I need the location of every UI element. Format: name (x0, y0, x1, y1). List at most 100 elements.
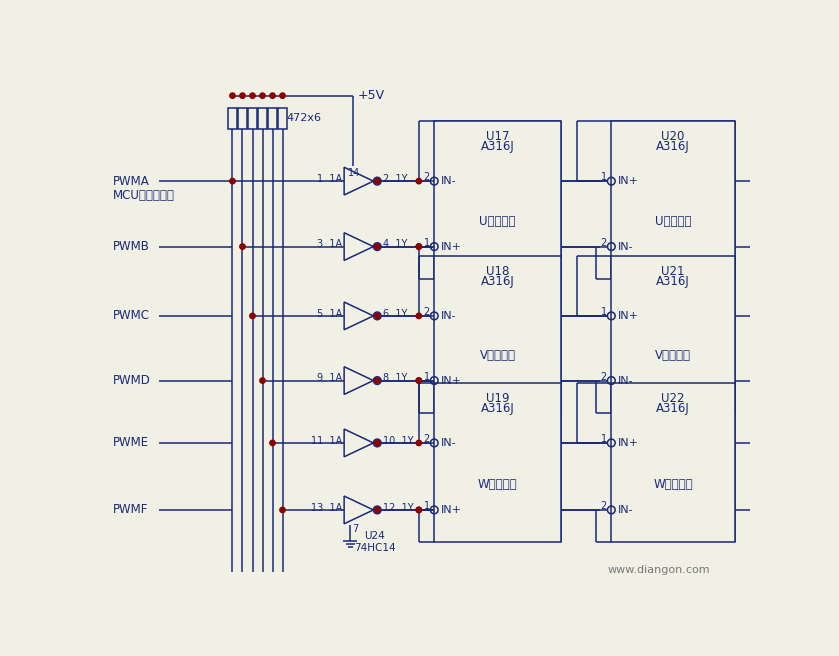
Text: IN+: IN+ (441, 505, 462, 515)
Circle shape (260, 93, 265, 98)
Bar (612, 383, 734, 543)
Text: 5  1A: 5 1A (317, 308, 342, 319)
Text: 10  1Y: 10 1Y (383, 436, 413, 445)
Text: 1: 1 (601, 434, 607, 444)
Circle shape (270, 440, 275, 445)
Text: 2: 2 (424, 434, 430, 444)
Bar (248, 108, 257, 129)
Circle shape (280, 507, 285, 512)
Bar (612, 256, 734, 413)
Text: A316J: A316J (656, 401, 690, 415)
Circle shape (416, 440, 421, 445)
Circle shape (416, 313, 421, 319)
Text: A316J: A316J (481, 140, 514, 153)
Text: +5V: +5V (357, 89, 384, 102)
Text: 1: 1 (424, 237, 430, 248)
Circle shape (270, 93, 275, 98)
Text: V上臂脉冲: V上臂脉冲 (480, 350, 516, 362)
Text: 1: 1 (424, 501, 430, 511)
Text: 12  1Y: 12 1Y (383, 502, 414, 512)
Bar (435, 256, 561, 413)
Circle shape (250, 313, 255, 319)
Circle shape (374, 244, 380, 249)
Circle shape (374, 313, 380, 319)
Text: 11  1A: 11 1A (311, 436, 342, 445)
Text: 9  1A: 9 1A (317, 373, 342, 383)
Text: 3  1A: 3 1A (317, 239, 342, 249)
Text: IN-: IN- (618, 241, 634, 252)
Circle shape (230, 178, 235, 184)
Text: U22: U22 (661, 392, 685, 405)
Text: U18: U18 (486, 265, 509, 277)
Text: IN+: IN+ (441, 241, 462, 252)
Text: U20: U20 (661, 130, 685, 143)
Text: U下臂脉冲: U下臂脉冲 (654, 215, 691, 228)
Text: IN+: IN+ (441, 375, 462, 386)
Circle shape (280, 93, 285, 98)
Text: 1  1A: 1 1A (317, 174, 342, 184)
Text: 4  1Y: 4 1Y (383, 239, 407, 249)
Text: 7: 7 (352, 524, 359, 534)
Text: A316J: A316J (656, 275, 690, 288)
Bar (612, 121, 734, 279)
Text: IN-: IN- (441, 311, 456, 321)
Circle shape (230, 93, 235, 98)
Bar (435, 121, 561, 279)
Text: 2: 2 (601, 501, 607, 511)
Text: 2: 2 (424, 173, 430, 182)
Bar (268, 108, 277, 129)
Text: IN+: IN+ (618, 176, 639, 186)
Circle shape (416, 507, 421, 512)
Text: 2  1Y: 2 1Y (383, 174, 407, 184)
Text: 1: 1 (601, 307, 607, 317)
Text: A316J: A316J (481, 401, 514, 415)
Circle shape (416, 244, 421, 249)
Text: IN-: IN- (441, 176, 456, 186)
Text: 14: 14 (348, 169, 360, 178)
Text: MCU输出六脉冲: MCU输出六脉冲 (113, 190, 175, 202)
Text: PWMF: PWMF (113, 503, 149, 516)
Text: A316J: A316J (481, 275, 514, 288)
Text: U19: U19 (486, 392, 509, 405)
Bar (238, 108, 247, 129)
Text: IN+: IN+ (618, 438, 639, 448)
Text: U上臂脉冲: U上臂脉冲 (480, 215, 516, 228)
Text: U24
74HC14: U24 74HC14 (354, 531, 396, 553)
Text: A316J: A316J (656, 140, 690, 153)
Text: 2: 2 (424, 307, 430, 317)
Text: IN-: IN- (618, 375, 634, 386)
Circle shape (416, 378, 421, 383)
Circle shape (416, 178, 421, 184)
Text: IN+: IN+ (618, 311, 639, 321)
Bar (279, 108, 287, 129)
Circle shape (374, 440, 380, 445)
Text: W下臂脉冲: W下臂脉冲 (653, 478, 693, 491)
Text: www.diangon.com: www.diangon.com (607, 565, 710, 575)
Text: 472x6: 472x6 (286, 113, 321, 123)
Bar (228, 108, 237, 129)
Circle shape (416, 244, 421, 249)
Text: V下臂脉冲: V下臂脉冲 (655, 350, 691, 362)
Text: 13  1A: 13 1A (311, 502, 342, 512)
Text: U21: U21 (661, 265, 685, 277)
Text: 6  1Y: 6 1Y (383, 308, 407, 319)
Text: 2: 2 (601, 372, 607, 382)
Text: 1: 1 (424, 372, 430, 382)
Circle shape (374, 178, 380, 184)
Circle shape (416, 378, 421, 383)
Text: 2: 2 (601, 237, 607, 248)
Text: PWMA: PWMA (113, 174, 150, 188)
Text: PWME: PWME (113, 436, 149, 449)
Circle shape (250, 93, 255, 98)
Circle shape (240, 93, 245, 98)
Text: 1: 1 (601, 173, 607, 182)
Text: IN-: IN- (441, 438, 456, 448)
Circle shape (374, 378, 380, 383)
Text: U17: U17 (486, 130, 509, 143)
Text: PWMB: PWMB (113, 240, 150, 253)
Text: PWMC: PWMC (113, 310, 150, 322)
Text: W上臂脉冲: W上臂脉冲 (478, 478, 518, 491)
Text: PWMD: PWMD (113, 374, 151, 387)
Circle shape (416, 507, 421, 512)
Text: IN-: IN- (618, 505, 634, 515)
